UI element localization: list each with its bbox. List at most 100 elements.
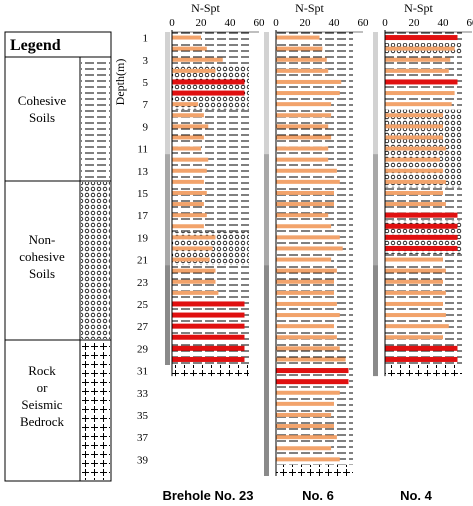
casing-segment [264,265,269,476]
spt-bar [276,257,332,262]
spt-bar [385,257,443,262]
spt-bar [172,356,245,362]
x-tick-label: 20 [409,17,421,29]
depth-tick-label: 17 [137,210,149,222]
spt-bar [172,90,245,96]
spt-bar [172,213,207,218]
depth-tick-label: 29 [137,343,149,355]
spt-bar [276,102,332,107]
spt-bar [276,190,334,195]
x-tick-label: 40 [438,17,450,29]
borehole-panels: 13579111315171921232527293133353739N-Spt… [137,1,473,503]
spt-bar [276,290,334,295]
spt-bar [276,357,346,362]
legend-rock-line-2: or [37,380,49,395]
spt-bar [172,57,223,62]
spt-bar [276,213,329,218]
spt-bar [172,235,216,240]
spt-bar [385,234,458,240]
spt-bar [172,257,210,262]
legend-cohesive-line-1: Cohesive [18,93,67,108]
spt-bar [276,202,334,207]
casing-segment [264,32,269,155]
spt-bar [385,324,449,329]
spt-bar [172,68,216,73]
spt-bar [172,79,245,85]
x-tick-label: 20 [196,17,208,29]
spt-bar [276,446,332,451]
spt-bar [172,312,245,318]
spt-bar [385,279,443,284]
spt-bar [385,202,446,207]
depth-tick-label: 31 [137,366,148,378]
spt-bar [276,279,334,284]
spt-bar [385,313,446,318]
spt-bar [172,345,245,351]
depth-tick-label: 25 [137,299,149,311]
spt-bar [276,401,334,406]
spt-bar [172,113,204,118]
borehole-panel-3: N-Spt 0 20 40 60 No. 4 [373,1,473,503]
soil-layer-rock [172,365,249,377]
borehole-label: No. 6 [302,488,334,503]
spt-bar [385,345,458,351]
spt-bar [385,135,443,140]
spt-bar [172,179,204,184]
casing-segment [373,265,378,377]
depth-tick-label: 27 [137,321,149,333]
spt-bar [385,157,441,162]
spt-bar [172,224,204,229]
soil-layer-rock [385,365,462,377]
spt-bar [276,412,332,417]
legend-noncohesive-line-3: Soils [29,266,55,281]
depth-tick-label: 9 [143,121,149,133]
spt-bar [172,279,216,284]
spt-bar [276,91,340,96]
legend-noncohesive-line-2: cohesive [19,249,65,264]
spt-bar [276,324,334,329]
x-tick-label: 60 [254,17,266,29]
spt-bar [276,57,327,62]
x-tick-label: 40 [225,17,237,29]
legend-rock-line-3: Seismic [21,397,62,412]
spt-bar [172,246,213,251]
spt-bar [276,68,329,73]
depth-tick-label: 7 [143,99,149,111]
x-tick-label: 60 [358,17,370,29]
depth-tick-label: 13 [137,166,149,178]
spt-bar [385,335,443,340]
x-tick-label: 40 [329,17,341,29]
spt-bar [276,268,337,273]
spt-bar [385,290,446,295]
spt-bar [276,179,340,184]
borehole-label: Brehole No. 23 [162,488,253,503]
legend: Legend Cohesive Soils Non- cohesive Soil… [4,31,112,482]
spt-bar [385,79,458,85]
depth-tick-label: 21 [137,255,148,267]
spt-bar [276,157,329,162]
spt-bar [385,268,446,273]
depth-tick-label: 3 [143,55,149,67]
spt-bar [276,224,332,229]
x-tick-label: 20 [300,17,312,29]
axis-title: N-Spt [191,1,220,15]
depth-tick-label: 11 [137,144,148,156]
legend-cohesive-line-2: Soils [29,110,55,125]
spt-bar [276,246,343,251]
cohesive-pattern-swatch [81,58,110,180]
spt-bar [172,168,207,173]
depth-tick-label: 33 [137,388,149,400]
noncohesive-pattern-swatch [81,182,110,339]
axis-title: N-Spt [295,1,324,15]
spt-bar [172,268,216,273]
spt-bar [172,290,219,295]
spt-bar [276,146,329,151]
spt-bar [385,301,443,306]
axis-title: N-Spt [404,1,433,15]
spt-bar [385,190,443,195]
x-tick-label: 0 [382,17,388,29]
spt-bar [385,35,458,41]
spt-bar [276,457,340,462]
spt-bar [276,124,329,129]
